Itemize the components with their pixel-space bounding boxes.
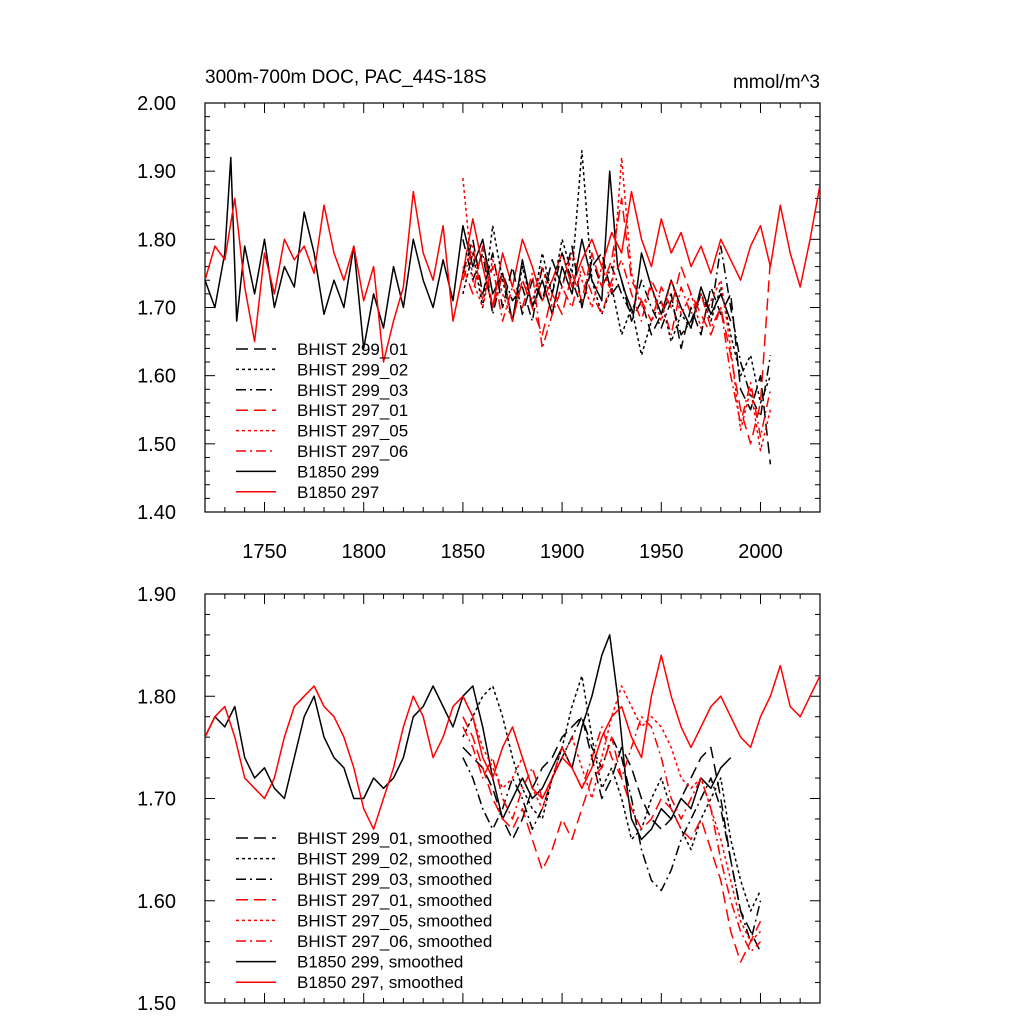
series-line	[462, 156, 772, 452]
legend-label: B1850 297	[297, 483, 379, 502]
y-tick-label: 1.70	[137, 298, 176, 320]
series-line	[462, 245, 772, 438]
y-tick-label: 1.80	[137, 686, 176, 708]
legend-label: BHIST 297_01	[297, 401, 408, 420]
x-tick-label: 1800	[341, 541, 386, 563]
series-line	[205, 634, 732, 841]
y-tick-label: 1.60	[137, 891, 176, 913]
legend-label: B1850 299	[297, 462, 379, 481]
legend-label: BHIST 299_01	[297, 340, 408, 359]
series-line	[462, 715, 762, 953]
units-label: mmol/m^3	[733, 72, 820, 93]
series-line	[462, 715, 762, 953]
series-line	[462, 715, 762, 943]
y-tick-label: 1.40	[137, 502, 176, 524]
legend-label: BHIST 297_05	[297, 422, 408, 441]
legend-label: BHIST 297_05, smoothed	[297, 911, 492, 930]
series-line	[462, 685, 762, 943]
legend-label: BHIST 299_02, smoothed	[297, 850, 492, 869]
y-tick-label: 1.90	[137, 161, 176, 183]
y-tick-label: 1.90	[137, 584, 176, 606]
legend-label: BHIST 299_02	[297, 360, 408, 379]
series-line	[462, 238, 772, 465]
y-tick-label: 1.70	[137, 789, 176, 811]
series-line	[462, 197, 772, 445]
legend-label: B1850 299, smoothed	[297, 953, 463, 972]
legend-label: BHIST 299_01, smoothed	[297, 829, 492, 848]
chart-title: 300m-700m DOC, PAC_44S-18S	[205, 67, 487, 88]
top-panel: 1750 1800 1850 1900 1950 2000 1.40 1.50 1.60 1.70…	[137, 93, 821, 563]
x-tick-label: 1750	[242, 541, 287, 563]
y-tick-label: 2.00	[137, 93, 176, 115]
y-tick-label: 1.60	[137, 366, 176, 388]
x-tick-label: 2000	[738, 541, 783, 563]
series-line	[205, 184, 820, 363]
x-tick-label: 1850	[441, 541, 486, 563]
bottom-panel: 1.50 1.60 1.70 1.80 1.90 BHIST 299_01, smooth…	[137, 584, 821, 1015]
legend-label: BHIST 297_01, smoothed	[297, 891, 492, 910]
y-tick-label: 1.50	[137, 993, 176, 1015]
series-line	[462, 675, 762, 912]
x-tick-label: 1900	[540, 541, 585, 563]
x-tick-label: 1950	[639, 541, 684, 563]
series-line	[462, 716, 762, 963]
legend-label: BHIST 299_03, smoothed	[297, 870, 492, 889]
series-group	[205, 634, 820, 963]
legend-label: BHIST 297_06	[297, 442, 408, 461]
series-line	[462, 239, 772, 418]
legend-label: B1850 297, smoothed	[297, 973, 463, 992]
series-group	[205, 149, 820, 465]
legend-label: BHIST 297_06, smoothed	[297, 932, 492, 951]
legend-label: BHIST 299_03	[297, 381, 408, 400]
series-line	[205, 654, 820, 830]
y-tick-label: 1.80	[137, 229, 176, 251]
y-tick-label: 1.50	[137, 434, 176, 456]
